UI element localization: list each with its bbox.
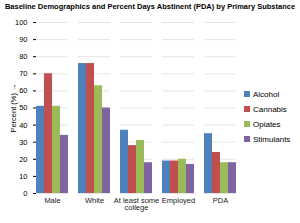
svg-text:80: 80 <box>19 52 27 61</box>
svg-text:60: 60 <box>19 86 27 95</box>
svg-text:White: White <box>85 196 104 205</box>
html-text:Stimulants: Stimulants <box>253 134 291 144</box>
svg-text:Percent (%) →: Percent (%) → <box>9 83 18 132</box>
svg-text:30: 30 <box>19 138 27 147</box>
html-text:Alcohol: Alcohol <box>253 89 280 99</box>
svg-text:100: 100 <box>15 18 28 27</box>
svg-text:70: 70 <box>19 69 27 78</box>
svg-text:90: 90 <box>19 35 27 44</box>
svg-text:0: 0 <box>23 189 27 198</box>
svg-text:40: 40 <box>19 121 27 130</box>
svg-text:20: 20 <box>19 155 27 164</box>
svg-text:50: 50 <box>19 103 27 112</box>
html-text:Baseline Demographics and Perc: Baseline Demographics and Percent Days A… <box>4 2 296 11</box>
svg-text:10: 10 <box>19 172 27 181</box>
svg-text:PDA: PDA <box>213 196 228 205</box>
html-text:Opiates: Opiates <box>253 119 281 129</box>
svg-text:Employed: Employed <box>162 196 195 205</box>
html-text:Cannabis: Cannabis <box>253 104 287 114</box>
svg-text:At least somecollege: At least somecollege <box>114 196 159 213</box>
svg-text:Male: Male <box>44 196 60 205</box>
